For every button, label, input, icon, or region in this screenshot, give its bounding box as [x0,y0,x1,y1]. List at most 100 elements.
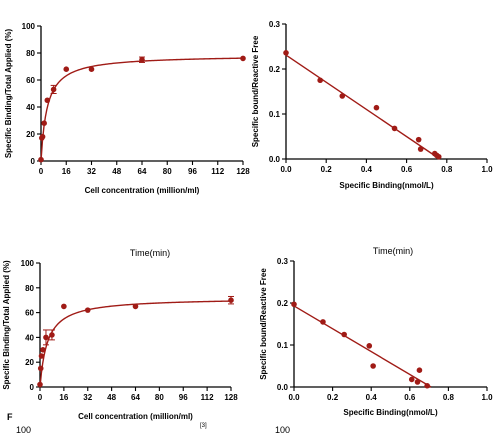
chart-4-y-tick-label: 0.2 [277,299,289,308]
chart-3-point [61,304,67,310]
chart-3-x-tick-label: 128 [224,393,238,402]
chart-2: 0.0 0.1 0.2 0.3 0.0 0.2 0.4 0.6 0.8 1.0 Specific B… [251,20,493,190]
chart-3-x-tick-label: 80 [155,393,164,402]
chart-3-y-tick-label: 20 [25,358,34,367]
chart-3-y-tick-label: 80 [25,284,34,293]
chart-1-y-tick-label: 20 [26,130,35,139]
chart-1-point [45,97,51,103]
chart-2-y-tick-label: 0.0 [269,155,281,164]
chart-1-y-tick-label: 0 [31,157,36,166]
chart-4-point [366,343,372,349]
chart-4-x-tick-label: 0.0 [288,393,300,402]
chart-3-y-tick-label: 100 [21,259,35,268]
chart-2-point [392,126,398,132]
chart-1-point [38,157,44,163]
chart-2-y-tick-label: 0.2 [269,65,281,74]
chart-1-x-tick-label: 96 [188,167,197,176]
chart-1-x-tick-label: 128 [236,167,250,176]
chart-4-x-tick-label: 0.6 [404,393,416,402]
chart-2-y-axis-title: Specific bound/Reactive Free [251,35,260,147]
chart-1-x-axis-title: Cell concentration (million/ml) [85,186,200,195]
chart-3-y-tick-label: 40 [25,333,34,342]
chart-1-x-tick-label: 64 [138,167,147,176]
chart-1-point [139,57,145,63]
chart-1-point [51,87,57,93]
chart-1-x-tick-label: 48 [112,167,121,176]
panel-letter-f: F [7,412,13,422]
chart-4-point [415,379,421,385]
chart-4-point [417,367,423,373]
chart-4-y-tick-label: 0.3 [277,257,289,266]
chart-3-x-tick-label: 112 [201,393,214,402]
chart-2-x-tick-label: 0.6 [401,165,413,174]
chart-1-point [40,134,46,140]
chart-1-y-tick-label: 40 [26,103,35,112]
chart-2-x-axis-title: Specific Binding(nmol/L) [339,181,434,190]
chart-4-point [409,377,415,383]
chart-4-point [341,332,347,338]
chart-4-x-tick-label: 1.0 [481,393,493,402]
chart-1-y-tick-label: 60 [26,76,35,85]
chart-2-x-tick-label: 0.2 [321,165,333,174]
chart-3-point [49,332,55,338]
chart-3-point [133,304,139,310]
chart-3-x-tick-label: 32 [83,393,92,402]
chart-3-point [43,335,49,341]
crop-time-label-right: Time(min) [373,246,413,256]
chart-2-y-tick-label: 0.3 [269,20,281,29]
chart-2-x-tick-label: 0.0 [280,165,292,174]
chart-3-point [228,297,234,303]
chart-3-x-tick-label: 0 [38,393,43,402]
chart-3-point [38,366,44,372]
chart-3-point [40,347,46,353]
chart-1-point [41,120,47,126]
chart-3-x-tick-label: 64 [131,393,140,402]
chart-1-point [89,66,95,72]
chart-1-fit-line [41,58,243,161]
chart-3-point [85,307,91,313]
chart-2-point [418,146,424,152]
chart-3-point [39,353,45,359]
chart-1-y-tick-label: 100 [22,22,36,31]
chart-1-x-tick-label: 112 [211,167,224,176]
chart-3: 0 20 40 60 80 100 0 16 32 48 64 80 96 112 128 Cell conc… [2,259,238,421]
chart-1-x-tick-label: 80 [163,167,172,176]
chart-4-point [320,319,326,325]
chart-2-x-tick-label: 1.0 [481,165,493,174]
chart-3-x-tick-label: 96 [179,393,188,402]
chart-3-point [37,382,43,388]
chart-4-x-tick-label: 0.4 [366,393,378,402]
chart-2-point [339,93,345,99]
chart-4-y-tick-label: 0.1 [277,341,289,350]
chart-4-point [291,301,297,307]
chart-2-fit-line [286,55,440,159]
chart-3-y-tick-label: 60 [25,309,34,318]
chart-1: 0 20 40 60 80 100 0 16 32 48 64 80 96 112 128 Cell conc… [4,22,250,195]
chart-1-y-axis-title: Specific Binding/Total Applied (%) [4,29,13,159]
chart-4-x-tick-label: 0.2 [327,393,339,402]
chart-1-point [240,56,246,62]
chart-3-fit-line [40,301,231,387]
chart-1-x-tick-label: 16 [62,167,71,176]
chart-3-x-tick-label: 48 [107,393,116,402]
chart-4-point [424,383,430,389]
chart-2-point [374,105,380,111]
chart-2-point [416,137,422,143]
panels: 0 20 40 60 80 100 0 16 32 48 64 80 96 112 128 Cell conc… [2,20,493,421]
chart-4-x-axis-title: Specific Binding(nmol/L) [343,408,438,417]
chart-2-x-tick-label: 0.4 [361,165,373,174]
chart-4: 0.0 0.1 0.2 0.3 0.0 0.2 0.4 0.6 0.8 1.0 Specific B… [259,257,493,417]
chart-1-x-tick-label: 0 [39,167,44,176]
crop-time-label-left: Time(min) [130,248,170,258]
chart-4-x-tick-label: 0.8 [443,393,455,402]
chart-4-y-axis-title: Specific bound/Reactive Free [259,268,268,380]
chart-3-x-tick-label: 16 [59,393,68,402]
chart-1-point [63,66,69,72]
chart-3-y-tick-label: 0 [30,383,35,392]
crop-number-left: 100 [16,425,31,435]
crop-number-right: 100 [275,425,290,435]
chart-2-point [317,77,323,83]
chart-4-y-tick-label: 0.0 [277,383,289,392]
chart-3-x-axis-title: Cell concentration (million/ml) [78,412,193,421]
